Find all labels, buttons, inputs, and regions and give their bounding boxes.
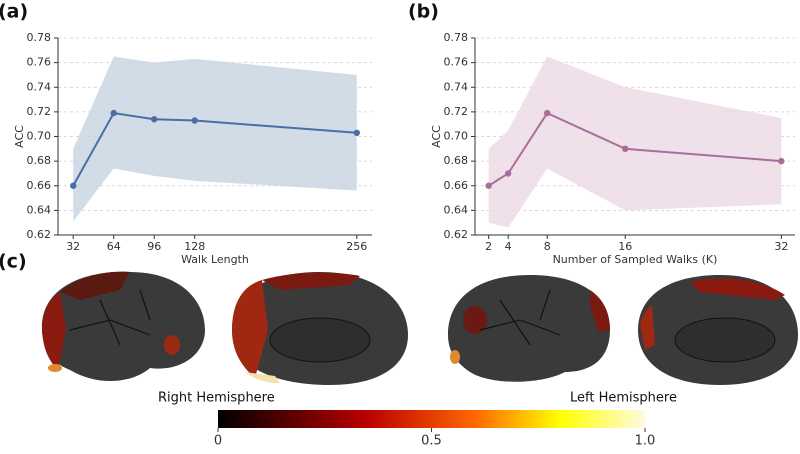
y-tick-label: 0.68 xyxy=(27,154,52,167)
brain-left-lateral xyxy=(448,275,610,382)
caption: Right Hemisphere xyxy=(158,391,275,406)
y-tick-label: 0.72 xyxy=(444,105,469,118)
y-tick-label: 0.62 xyxy=(27,228,52,241)
y-tick-label: 0.66 xyxy=(27,179,52,192)
panel-label: (a) xyxy=(0,1,28,23)
y-tick-label: 0.66 xyxy=(444,179,469,192)
point xyxy=(69,182,77,189)
brain-right-lateral xyxy=(41,271,206,382)
colorbar xyxy=(218,410,645,428)
y-tick-label: 0.62 xyxy=(444,228,469,241)
x-tick-label: 96 xyxy=(147,240,161,253)
brain-left-medial xyxy=(638,275,798,385)
y-tick-label: 0.76 xyxy=(444,56,469,69)
x-tick-label: 256 xyxy=(346,240,367,253)
point xyxy=(622,145,629,153)
point xyxy=(485,182,492,189)
y-tick-label: 0.78 xyxy=(27,31,52,44)
x-tick-label: 4 xyxy=(505,240,512,253)
confidence-band xyxy=(73,56,357,222)
colorbar-tick-label: 1.0 xyxy=(635,434,656,449)
x-axis-label: Number of Sampled Walks (K) xyxy=(553,253,718,266)
x-tick-label: 8 xyxy=(544,240,551,253)
point xyxy=(191,117,198,124)
y-tick-label: 0.64 xyxy=(444,203,469,216)
point xyxy=(151,116,158,123)
y-tick-label: 0.64 xyxy=(27,203,52,216)
brain-right-medial xyxy=(232,272,408,385)
x-tick-label: 2 xyxy=(485,240,492,253)
x-tick-label: 32 xyxy=(66,240,80,253)
x-tick-label: 64 xyxy=(107,240,121,253)
y-tick-label: 0.78 xyxy=(444,31,469,44)
y-tick-label: 0.68 xyxy=(444,154,469,167)
point xyxy=(353,129,361,137)
x-tick-label: 32 xyxy=(774,240,788,253)
y-tick-label: 0.70 xyxy=(27,130,52,143)
point xyxy=(504,170,512,177)
point xyxy=(778,157,785,165)
x-tick-label: 128 xyxy=(184,240,205,253)
x-tick-label: 16 xyxy=(618,240,632,253)
point xyxy=(110,109,117,117)
point xyxy=(543,109,551,117)
confidence-band xyxy=(488,56,782,228)
y-tick-label: 0.76 xyxy=(27,56,52,69)
y-tick-label: 0.70 xyxy=(444,130,469,143)
caption: Left Hemisphere xyxy=(570,391,677,406)
y-tick-label: 0.74 xyxy=(27,80,52,93)
x-axis-label: Walk Length xyxy=(181,253,249,266)
panel-label: (b) xyxy=(408,1,439,23)
panel-label: (c) xyxy=(0,251,27,273)
y-axis-label: ACC xyxy=(430,125,443,148)
colorbar-tick-label: 0 xyxy=(214,434,222,449)
y-tick-label: 0.74 xyxy=(444,80,469,93)
y-tick-label: 0.72 xyxy=(27,105,52,118)
y-axis-label: ACC xyxy=(13,125,26,148)
colorbar-tick-label: 0.5 xyxy=(421,434,442,449)
